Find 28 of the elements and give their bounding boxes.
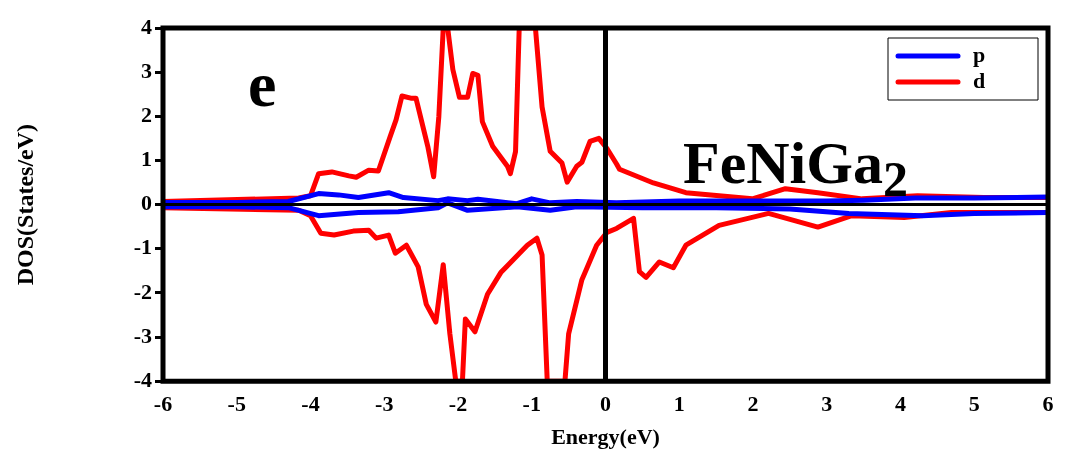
y-tick-label: 0 <box>141 190 152 216</box>
x-tick-label: 3 <box>821 391 833 417</box>
y-tick-label: -1 <box>133 234 152 260</box>
x-tick-label: 6 <box>1042 391 1054 417</box>
y-tick-label: 4 <box>141 13 152 39</box>
y-axis-title: DOS(States/eV) <box>11 123 38 286</box>
y-tick-label: -2 <box>133 278 152 304</box>
y-tick-label: 1 <box>141 146 152 172</box>
y-tick-label: 2 <box>141 101 152 127</box>
y-tick-label: -4 <box>133 366 152 392</box>
x-tick-label: 4 <box>895 391 906 417</box>
x-tick-label: -5 <box>227 391 246 417</box>
x-tick-label: 1 <box>673 391 685 417</box>
legend-label: d <box>973 67 986 93</box>
annotation: FeNiGa$_{2}$ <box>683 130 908 207</box>
x-tick-label: -4 <box>301 391 320 417</box>
x-tick-label: -1 <box>522 391 541 417</box>
x-tick-label: 0 <box>600 391 611 417</box>
y-tick-label: -3 <box>133 322 152 348</box>
legend-label: p <box>973 41 986 67</box>
x-tick-label: 2 <box>747 391 759 417</box>
x-tick-label: -6 <box>153 391 173 417</box>
annotation: e <box>248 49 277 120</box>
x-axis-title: Energy(eV) <box>551 424 660 450</box>
y-tick-label: 3 <box>141 57 152 83</box>
x-tick-label: 5 <box>968 391 980 417</box>
x-tick-label: -3 <box>375 391 394 417</box>
x-tick-label: -2 <box>448 391 468 417</box>
